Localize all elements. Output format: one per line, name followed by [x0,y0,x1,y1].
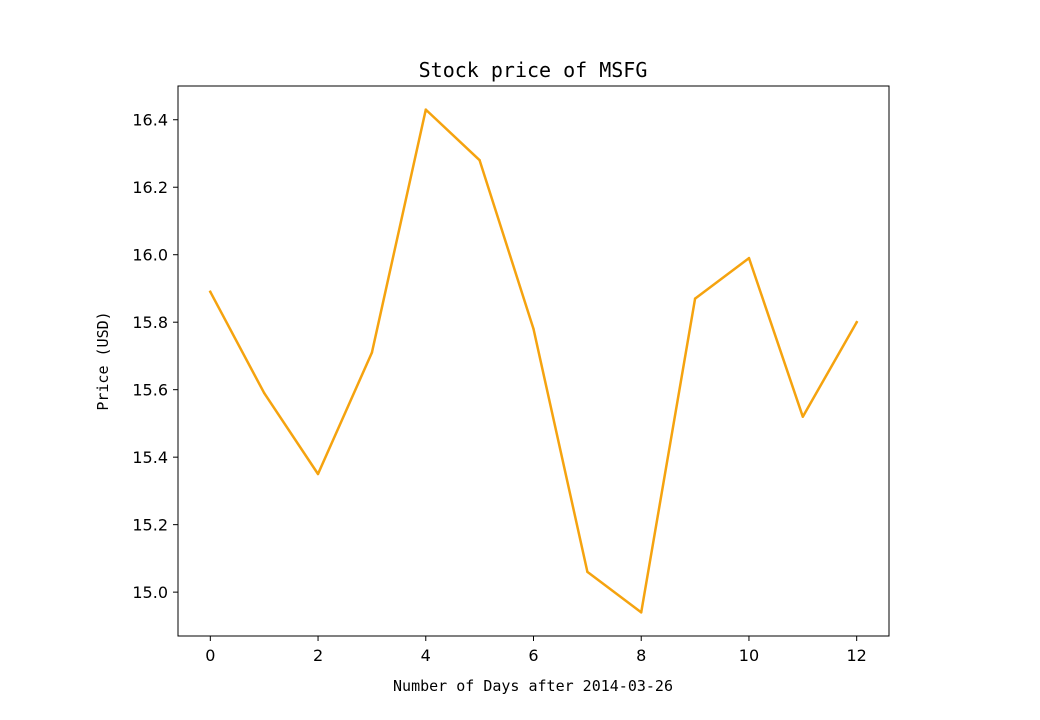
y-tick-label: 15.6 [132,381,168,400]
series-layer [208,108,859,614]
y-tick-label: 16.2 [132,178,168,197]
price-data-point [478,159,481,162]
price-data-point [424,108,427,111]
x-axis-label: Number of Days after 2014-03-26 [393,677,673,695]
axes: 0 2 4 6 8 10 12 15.0 15.2 15.4 15.6 15.8 16.0 16.2 16.… [132,111,866,665]
y-axis-label: Price (USD) [94,311,112,410]
chart-title: Stock price of MSFG [419,58,648,82]
price-data-point [586,570,589,574]
price-data-point [801,415,805,418]
y-tick-label: 15.8 [132,313,168,332]
price-data-point [747,256,751,260]
plot-frame [177,85,890,637]
price-data-point [532,327,535,331]
x-tick-label: 0 [205,646,215,665]
x-tick-label: 8 [636,646,646,665]
y-tick-label: 16.4 [132,111,168,130]
x-tick-label: 4 [421,646,431,665]
x-tick-label: 2 [313,646,323,665]
price-data-point [209,290,212,294]
price-data-point [640,611,643,614]
price-data-point [316,472,320,476]
x-tick-label: 12 [847,646,867,665]
x-tick-label: 10 [739,646,759,665]
price-data-point [693,297,697,300]
y-tick-label: 16.0 [132,246,168,265]
x-tick-label: 6 [528,646,538,665]
y-tick-label: 15.4 [132,448,168,467]
price-data-point [262,391,266,395]
price-data-point [855,320,858,324]
y-tick-label: 15.0 [132,583,168,602]
y-tick-label: 15.2 [132,516,168,535]
price-data-point [370,351,374,354]
